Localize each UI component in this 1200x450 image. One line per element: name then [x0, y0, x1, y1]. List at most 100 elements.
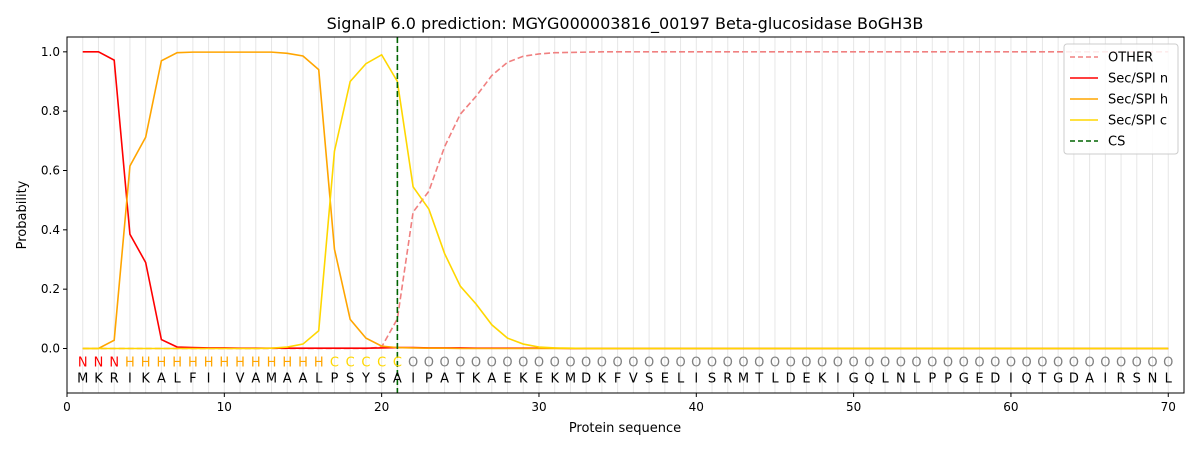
- residue-label: G: [959, 372, 969, 387]
- region-label: H: [235, 356, 245, 371]
- region-label: H: [267, 356, 277, 371]
- region-label: O: [786, 356, 796, 371]
- region-label: O: [1116, 356, 1126, 371]
- residue-label: I: [207, 372, 211, 387]
- region-label: O: [1132, 356, 1142, 371]
- region-label: O: [896, 356, 906, 371]
- residue-label: F: [189, 372, 196, 387]
- y-tick-label: 0.8: [41, 104, 60, 118]
- x-tick-label: 60: [1003, 400, 1018, 414]
- region-label: H: [141, 356, 151, 371]
- region-label: C: [377, 356, 386, 371]
- residue-label: S: [645, 372, 653, 387]
- residue-label: D: [1069, 372, 1079, 387]
- region-label: C: [393, 356, 402, 371]
- region-label: O: [660, 356, 670, 371]
- region-label: H: [251, 356, 261, 371]
- residue-label: A: [1085, 372, 1094, 387]
- region-label: O: [408, 356, 418, 371]
- region-label: O: [1147, 356, 1157, 371]
- residue-label: A: [157, 372, 166, 387]
- sequence-labels: NMNKNRHIHKHAHLHFHIHIHVHAHMHAHAHLCPCSCYCS…: [77, 356, 1173, 387]
- residue-label: K: [550, 372, 559, 387]
- region-label: O: [1022, 356, 1032, 371]
- residue-label: D: [786, 372, 796, 387]
- region-label: O: [849, 356, 859, 371]
- residue-label: D: [990, 372, 1000, 387]
- legend-label: Sec/SPI n: [1108, 72, 1168, 87]
- region-label: H: [204, 356, 214, 371]
- residue-label: Q: [864, 372, 874, 387]
- residue-label: S: [1133, 372, 1141, 387]
- residue-label: L: [174, 372, 182, 387]
- region-label: O: [801, 356, 811, 371]
- plot-frame: [66, 36, 1185, 394]
- residue-label: P: [928, 372, 936, 387]
- region-label: O: [675, 356, 685, 371]
- residue-label: L: [315, 372, 323, 387]
- chart-title: SignalP 6.0 prediction: MGYG000003816_00…: [327, 14, 924, 34]
- residue-label: K: [141, 372, 150, 387]
- region-label: N: [109, 356, 119, 371]
- region-label: N: [94, 356, 104, 371]
- residue-label: I: [411, 372, 415, 387]
- region-label: O: [644, 356, 654, 371]
- region-label: O: [880, 356, 890, 371]
- region-label: O: [1006, 356, 1016, 371]
- region-label: O: [959, 356, 969, 371]
- residue-label: E: [802, 372, 810, 387]
- x-tick-label: 50: [846, 400, 861, 414]
- residue-label: S: [346, 372, 354, 387]
- residue-label: N: [896, 372, 906, 387]
- region-label: O: [817, 356, 827, 371]
- region-label: C: [330, 356, 339, 371]
- residue-label: T: [754, 372, 763, 387]
- region-label: H: [172, 356, 182, 371]
- residue-label: I: [222, 372, 226, 387]
- residue-label: E: [975, 372, 983, 387]
- y-tick-label: 0.6: [41, 164, 60, 178]
- legend-label: Sec/SPI h: [1108, 93, 1168, 108]
- region-label: H: [298, 356, 308, 371]
- legend-label: Sec/SPI c: [1108, 114, 1167, 129]
- residue-label: A: [299, 372, 308, 387]
- residue-label: R: [723, 372, 732, 387]
- residue-label: P: [944, 372, 952, 387]
- legend: OTHER Sec/SPI n Sec/SPI h Sec/SPI c CS: [1063, 43, 1179, 155]
- residue-label: E: [503, 372, 511, 387]
- residue-label: P: [331, 372, 339, 387]
- x-tick-label: 40: [689, 400, 704, 414]
- residue-label: V: [629, 372, 638, 387]
- region-label: O: [927, 356, 937, 371]
- region-label: O: [534, 356, 544, 371]
- residue-label: L: [771, 372, 779, 387]
- region-label: O: [754, 356, 764, 371]
- region-label: O: [943, 356, 953, 371]
- residue-label: A: [251, 372, 260, 387]
- region-label: O: [581, 356, 591, 371]
- residue-label: I: [1009, 372, 1013, 387]
- residue-label: K: [472, 372, 481, 387]
- series-lines: [82, 51, 1169, 350]
- series-line-sec-spi-c: [82, 53, 1169, 350]
- residue-label: Y: [361, 372, 370, 387]
- region-label: O: [565, 356, 575, 371]
- x-tick-label: 70: [1161, 400, 1176, 414]
- residue-label: I: [1103, 372, 1107, 387]
- x-tick-label: 0: [63, 400, 71, 414]
- region-label: O: [911, 356, 921, 371]
- region-label: O: [707, 356, 717, 371]
- residue-label: R: [110, 372, 119, 387]
- region-label: O: [597, 356, 607, 371]
- residue-label: K: [818, 372, 827, 387]
- y-axis-label: Probability: [15, 180, 30, 249]
- residue-label: A: [440, 372, 449, 387]
- region-label: O: [518, 356, 528, 371]
- residue-label: T: [1037, 372, 1046, 387]
- residue-label: T: [455, 372, 464, 387]
- region-label: O: [455, 356, 465, 371]
- residue-label: L: [913, 372, 921, 387]
- residue-label: I: [128, 372, 132, 387]
- residue-label: I: [694, 372, 698, 387]
